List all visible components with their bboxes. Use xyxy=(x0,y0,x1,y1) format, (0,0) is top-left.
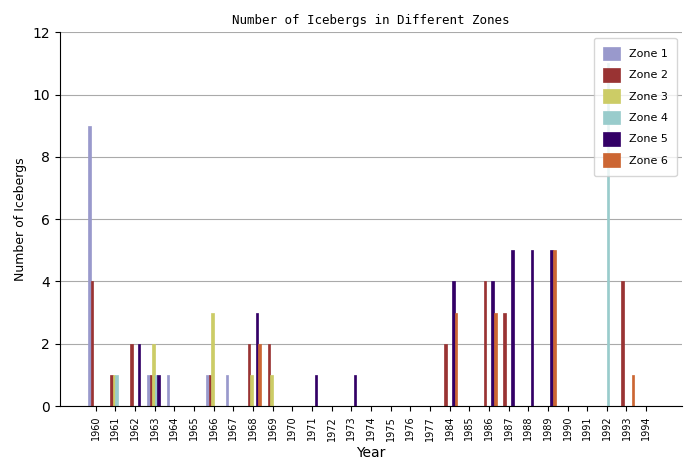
Bar xyxy=(553,250,555,406)
X-axis label: Year: Year xyxy=(356,446,386,460)
Bar xyxy=(494,313,496,406)
Bar xyxy=(138,344,140,406)
Bar xyxy=(511,250,514,406)
Bar xyxy=(631,375,634,406)
Bar xyxy=(354,375,356,406)
Bar xyxy=(110,375,113,406)
Bar xyxy=(267,344,270,406)
Bar xyxy=(147,375,150,406)
Bar xyxy=(116,375,118,406)
Bar xyxy=(113,375,116,406)
Bar xyxy=(607,64,610,406)
Bar xyxy=(531,250,533,406)
Bar xyxy=(445,344,447,406)
Bar xyxy=(155,375,157,406)
Bar xyxy=(551,250,553,406)
Bar xyxy=(454,313,457,406)
Bar xyxy=(622,282,624,406)
Bar xyxy=(90,282,93,406)
Bar xyxy=(88,126,90,406)
Bar xyxy=(226,375,228,406)
Title: Number of Icebergs in Different Zones: Number of Icebergs in Different Zones xyxy=(232,14,509,27)
Bar xyxy=(503,313,506,406)
Bar xyxy=(491,282,494,406)
Bar xyxy=(206,375,209,406)
Bar xyxy=(150,375,152,406)
Bar xyxy=(152,344,155,406)
Bar xyxy=(484,282,487,406)
Y-axis label: Number of Icebergs: Number of Icebergs xyxy=(14,157,27,281)
Bar xyxy=(248,344,251,406)
Bar xyxy=(211,313,214,406)
Bar xyxy=(452,282,454,406)
Bar xyxy=(270,375,273,406)
Bar xyxy=(209,375,211,406)
Bar xyxy=(255,313,258,406)
Legend: Zone 1, Zone 2, Zone 3, Zone 4, Zone 5, Zone 6: Zone 1, Zone 2, Zone 3, Zone 4, Zone 5, … xyxy=(594,38,677,176)
Bar xyxy=(258,344,261,406)
Bar xyxy=(315,375,317,406)
Bar xyxy=(167,375,169,406)
Bar xyxy=(157,375,160,406)
Bar xyxy=(251,375,253,406)
Bar xyxy=(130,344,132,406)
